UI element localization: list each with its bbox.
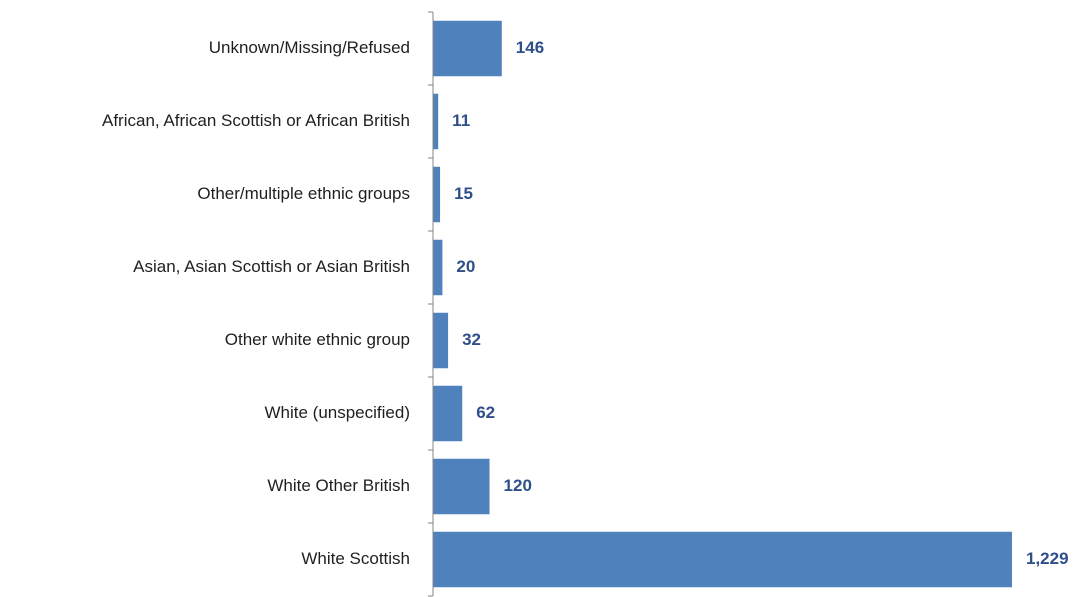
- value-label: 146: [516, 38, 544, 57]
- y-tick-label: White (unspecified): [264, 403, 410, 422]
- y-tick-label: Unknown/Missing/Refused: [209, 38, 410, 57]
- y-tick-label: Asian, Asian Scottish or Asian British: [133, 257, 410, 276]
- y-tick-label: African, African Scottish or African Bri…: [102, 111, 410, 130]
- value-label: 62: [476, 403, 495, 422]
- value-label: 1,229: [1026, 549, 1069, 568]
- bar: [433, 166, 441, 223]
- bar: [433, 93, 439, 150]
- value-label: 20: [456, 257, 475, 276]
- bar: [433, 385, 463, 442]
- y-tick-label: White Scottish: [301, 549, 410, 568]
- bar: [433, 239, 443, 296]
- value-label: 32: [462, 330, 481, 349]
- y-tick-label: White Other British: [267, 476, 410, 495]
- value-label: 120: [504, 476, 532, 495]
- y-tick-label: Other white ethnic group: [225, 330, 410, 349]
- bar: [433, 312, 449, 369]
- y-tick-label: Other/multiple ethnic groups: [197, 184, 410, 203]
- value-label: 15: [454, 184, 473, 203]
- value-label: 11: [452, 111, 470, 130]
- bar: [433, 458, 490, 515]
- bar: [433, 531, 1012, 588]
- bar: [433, 20, 502, 77]
